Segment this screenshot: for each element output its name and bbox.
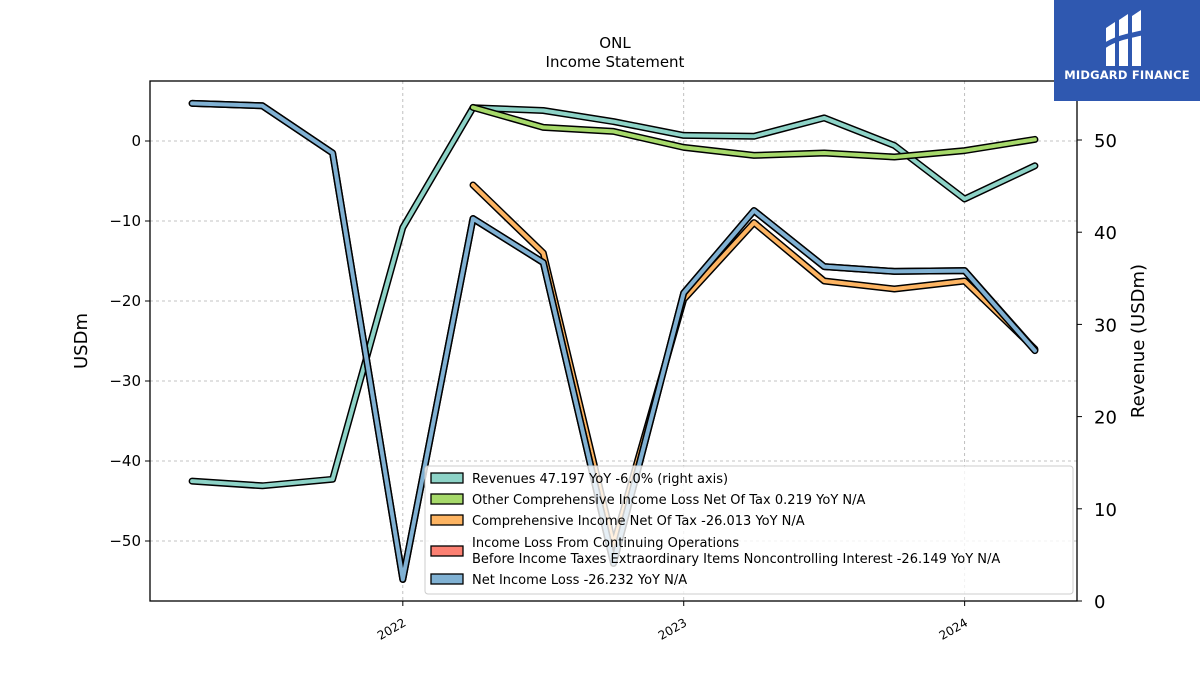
y-tick-label-left: −40 [109,452,141,470]
y-tick-label-left: −10 [109,212,141,230]
legend-label-comprehensive-income: Comprehensive Income Net Of Tax -26.013 … [472,514,805,529]
legend-label-other-comprehensive: Other Comprehensive Income Loss Net Of T… [472,493,866,508]
y-tick-label-left: −30 [109,372,141,390]
x-tick-label: 2024 [937,615,970,642]
y-tick-label-right: 0 [1094,592,1105,613]
legend-swatch-other-comprehensive [430,493,464,505]
x-tick-label: 2023 [656,615,689,642]
legend: Revenues 47.197 YoY -6.0% (right axis) O… [424,465,1074,595]
x-axis: 2022 2023 2024 [375,601,970,643]
right-axis: 0 10 20 30 40 50 [1077,131,1117,613]
y-tick-label-right: 20 [1094,408,1117,429]
y-tick-label-right: 30 [1094,315,1117,336]
chart-title: ONL [599,34,631,52]
x-tick-label: 2022 [375,615,408,642]
series-line-0 [190,105,1037,488]
y-tick-label-right: 40 [1094,223,1117,244]
legend-label-net-income-loss: Net Income Loss -26.232 YoY N/A [472,573,687,588]
series-line-1 [471,105,1037,159]
legend-label-income-loss-continuing-line1: Income Loss From Continuing Operations [472,536,739,551]
y-tick-label-left: −50 [109,532,141,550]
legend-label-income-loss-continuing-line2: Before Income Taxes Extraordinary Items … [472,552,1000,567]
legend-swatch-net-income-loss [430,573,464,585]
series-outline-0 [188,104,1039,490]
legend-swatch-revenues [430,472,464,484]
y-tick-label-right: 10 [1094,500,1117,521]
y-tick-label-left: −20 [109,292,141,310]
left-axis: 0 −10 −20 −30 −40 −50 [109,132,150,550]
legend-swatch-comprehensive-income [430,514,464,526]
logo-text: MIDGARD FINANCE [1064,68,1190,82]
chart-subtitle: Income Statement [546,53,685,71]
legend-box [424,465,1074,595]
y-axis-label-right: Revenue (USDm) [1128,264,1149,418]
legend-label-revenues: Revenues 47.197 YoY -6.0% (right axis) [472,472,728,487]
plot-frame [149,80,1078,602]
y-tick-label-left: 0 [131,132,141,150]
y-tick-label-right: 50 [1094,131,1117,152]
legend-swatch-income-loss-continuing [430,545,464,557]
midgard-logo-icon [1102,10,1147,66]
y-axis-label-left: USDm [71,313,92,369]
